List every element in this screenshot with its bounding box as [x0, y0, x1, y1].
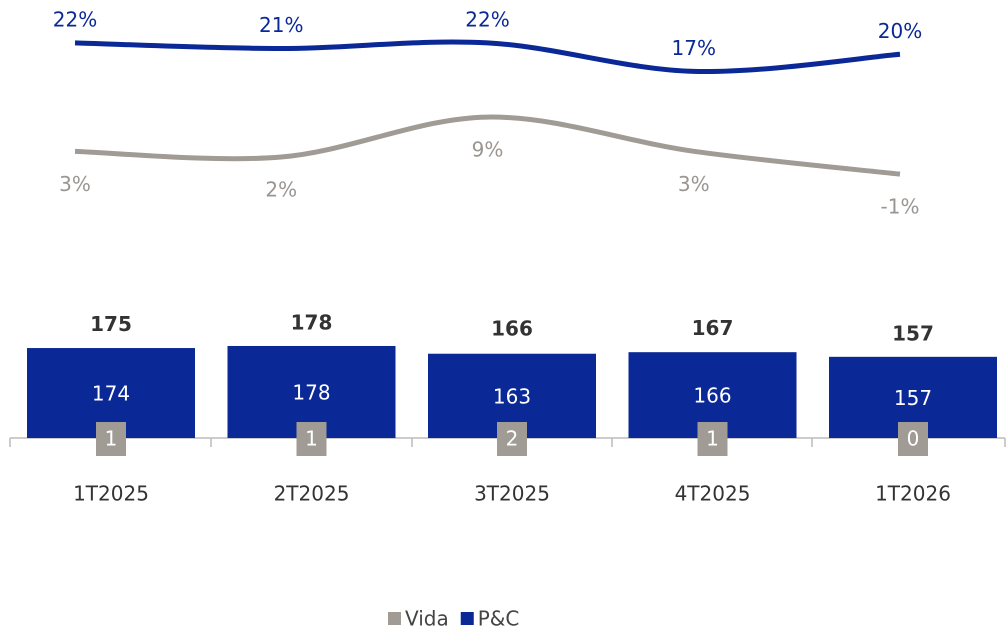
- ratio-label: 2%: [265, 178, 297, 202]
- ratio-label: 9%: [472, 138, 504, 162]
- total-label: 157: [892, 321, 934, 345]
- total-label: 166: [491, 317, 533, 341]
- total-label: 175: [90, 312, 132, 336]
- ratio-label: 3%: [59, 172, 91, 196]
- total-label: 178: [291, 310, 333, 334]
- bar-value-label: 174: [92, 382, 130, 406]
- total-label: 167: [692, 316, 734, 340]
- vida-value-label: 1: [706, 427, 719, 451]
- ratio-label: 17%: [672, 36, 716, 60]
- x-tick-label: 4T2025: [675, 482, 751, 506]
- x-tick-label: 1T2026: [875, 482, 951, 506]
- ratio-label: 21%: [259, 13, 303, 37]
- bar-value-label: 163: [493, 384, 531, 408]
- ratio-label: 20%: [878, 19, 922, 43]
- ratio-label: 22%: [53, 7, 97, 31]
- x-tick-label: 2T2025: [274, 482, 350, 506]
- vida-value-label: 2: [506, 427, 519, 451]
- bar-value-label: 166: [693, 384, 731, 408]
- bar-value-label: 157: [894, 386, 932, 410]
- ratio-label: 3%: [678, 172, 710, 196]
- vida-box: [898, 422, 928, 456]
- ratio-line: [74, 39, 901, 75]
- ratio-label: 22%: [465, 7, 509, 31]
- vida-box: [296, 422, 327, 456]
- vida-value-label: 1: [305, 427, 318, 451]
- axis-ticks: [9, 438, 1006, 447]
- vida-box: [96, 422, 126, 456]
- legend-swatch: [388, 612, 401, 625]
- vida-value-label: 0: [907, 427, 920, 451]
- vida-value-label: 1: [105, 427, 118, 451]
- vida-box: [497, 422, 527, 456]
- ratio-line: [74, 114, 901, 177]
- x-tick-label: 1T2025: [73, 482, 149, 506]
- legend-label: P&C: [478, 607, 520, 630]
- legend-swatch: [460, 612, 474, 625]
- ratio-label: -1%: [881, 195, 920, 219]
- bar-value-label: 178: [292, 380, 330, 404]
- vida-box: [697, 422, 728, 456]
- legend-label: Vida: [405, 607, 449, 630]
- x-tick-label: 3T2025: [474, 482, 550, 506]
